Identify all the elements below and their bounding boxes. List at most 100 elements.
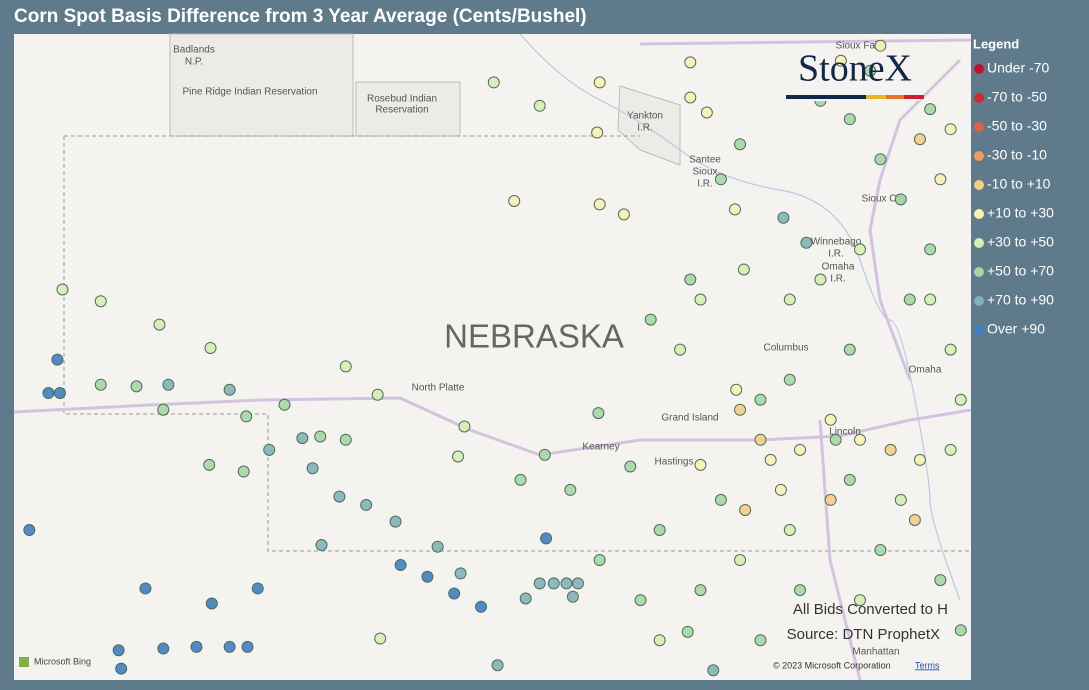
place: I.R. xyxy=(830,274,846,285)
bid-point xyxy=(519,592,532,605)
bid-point xyxy=(707,664,720,677)
bid-point xyxy=(421,570,434,583)
bid-point xyxy=(547,577,560,590)
bid-point xyxy=(241,640,254,653)
bid-point xyxy=(800,236,813,249)
legend-label: Over +90 xyxy=(987,321,1045,337)
bid-point xyxy=(394,559,407,572)
bid-point xyxy=(475,600,488,613)
bid-point xyxy=(487,76,500,89)
bid-point xyxy=(593,76,606,89)
reservation xyxy=(617,85,681,166)
place: North Platte xyxy=(412,383,465,394)
place: Sioux City xyxy=(861,194,906,205)
bid-point xyxy=(944,443,957,456)
place: Badlands xyxy=(173,45,215,56)
legend-swatch xyxy=(974,122,984,132)
bid-point xyxy=(389,515,402,528)
bid-point xyxy=(431,540,444,553)
bid-point xyxy=(306,462,319,475)
bid-point xyxy=(533,577,546,590)
bid-point xyxy=(924,243,937,256)
bid-point xyxy=(360,498,373,511)
bid-point xyxy=(130,380,143,393)
state-label: NEBRASKA xyxy=(444,318,624,355)
bid-point xyxy=(824,493,837,506)
place: Yankton xyxy=(627,111,663,122)
place: Hastings xyxy=(655,457,694,468)
bid-point xyxy=(694,293,707,306)
bid-point xyxy=(924,293,937,306)
legend-label: -10 to +10 xyxy=(987,176,1051,192)
legend-swatch xyxy=(974,93,984,103)
bid-point xyxy=(714,493,727,506)
bid-point xyxy=(23,523,36,536)
bid-point xyxy=(734,403,747,416)
bid-point xyxy=(730,383,743,396)
bid-point xyxy=(634,594,647,607)
bid-point xyxy=(564,483,577,496)
bid-point xyxy=(934,173,947,186)
bid-point xyxy=(824,413,837,426)
legend-label: +10 to +30 xyxy=(987,205,1054,221)
bid-point xyxy=(674,343,687,356)
bid-point xyxy=(263,443,276,456)
highway xyxy=(818,419,862,681)
bid-point xyxy=(112,644,125,657)
bid-point xyxy=(913,453,926,466)
bid-point xyxy=(653,634,666,647)
legend-label: +30 to +50 xyxy=(987,234,1054,250)
legend-swatch xyxy=(974,209,984,219)
legend-title: Legend xyxy=(973,36,1019,51)
legend-label: +70 to +90 xyxy=(987,292,1054,308)
river xyxy=(519,33,961,601)
legend-label: -70 to -50 xyxy=(987,89,1047,105)
bid-point xyxy=(684,91,697,104)
bid-point xyxy=(954,624,967,637)
legend-swatch xyxy=(974,238,984,248)
bid-point xyxy=(694,584,707,597)
bid-point xyxy=(533,99,546,112)
place: Sioux Falls xyxy=(836,41,885,52)
bid-point xyxy=(894,493,907,506)
attribution: © 2023 Microsoft Corporation xyxy=(773,660,891,670)
bid-point xyxy=(571,577,584,590)
bid-point xyxy=(853,243,866,256)
bid-point xyxy=(734,138,747,151)
legend-swatch xyxy=(974,180,984,190)
bid-point xyxy=(843,343,856,356)
logo-bg xyxy=(780,88,920,101)
bid-point xyxy=(843,113,856,126)
bid-point xyxy=(684,273,697,286)
bid-point xyxy=(884,443,897,456)
place: Pine Ridge Indian Reservation xyxy=(182,87,317,98)
bid-point xyxy=(458,420,471,433)
bid-point xyxy=(538,448,551,461)
place: I.R. xyxy=(697,179,713,190)
title: Corn Spot Basis Difference from 3 Year A… xyxy=(14,6,587,27)
place: I.R. xyxy=(637,123,653,134)
bid-point xyxy=(593,198,606,211)
bid-point xyxy=(94,378,107,391)
reservation xyxy=(355,81,461,137)
bid-point xyxy=(223,383,236,396)
terms-link[interactable]: Terms xyxy=(915,660,940,670)
bid-point xyxy=(794,443,807,456)
bid-point xyxy=(764,453,777,466)
logo-bar xyxy=(886,95,904,99)
bid-point xyxy=(874,39,887,52)
highway xyxy=(639,38,972,46)
bid-point xyxy=(624,460,637,473)
bid-point xyxy=(508,195,521,207)
bid-point xyxy=(203,458,216,471)
bid-point xyxy=(739,503,752,516)
bid-point xyxy=(314,430,327,443)
bid-point xyxy=(153,318,166,331)
bid-point xyxy=(251,582,264,595)
bid-point xyxy=(339,433,352,446)
bid-point xyxy=(296,432,309,445)
bid-point xyxy=(829,433,842,446)
legend-label: +50 to +70 xyxy=(987,263,1054,279)
place: Reservation xyxy=(375,105,428,116)
